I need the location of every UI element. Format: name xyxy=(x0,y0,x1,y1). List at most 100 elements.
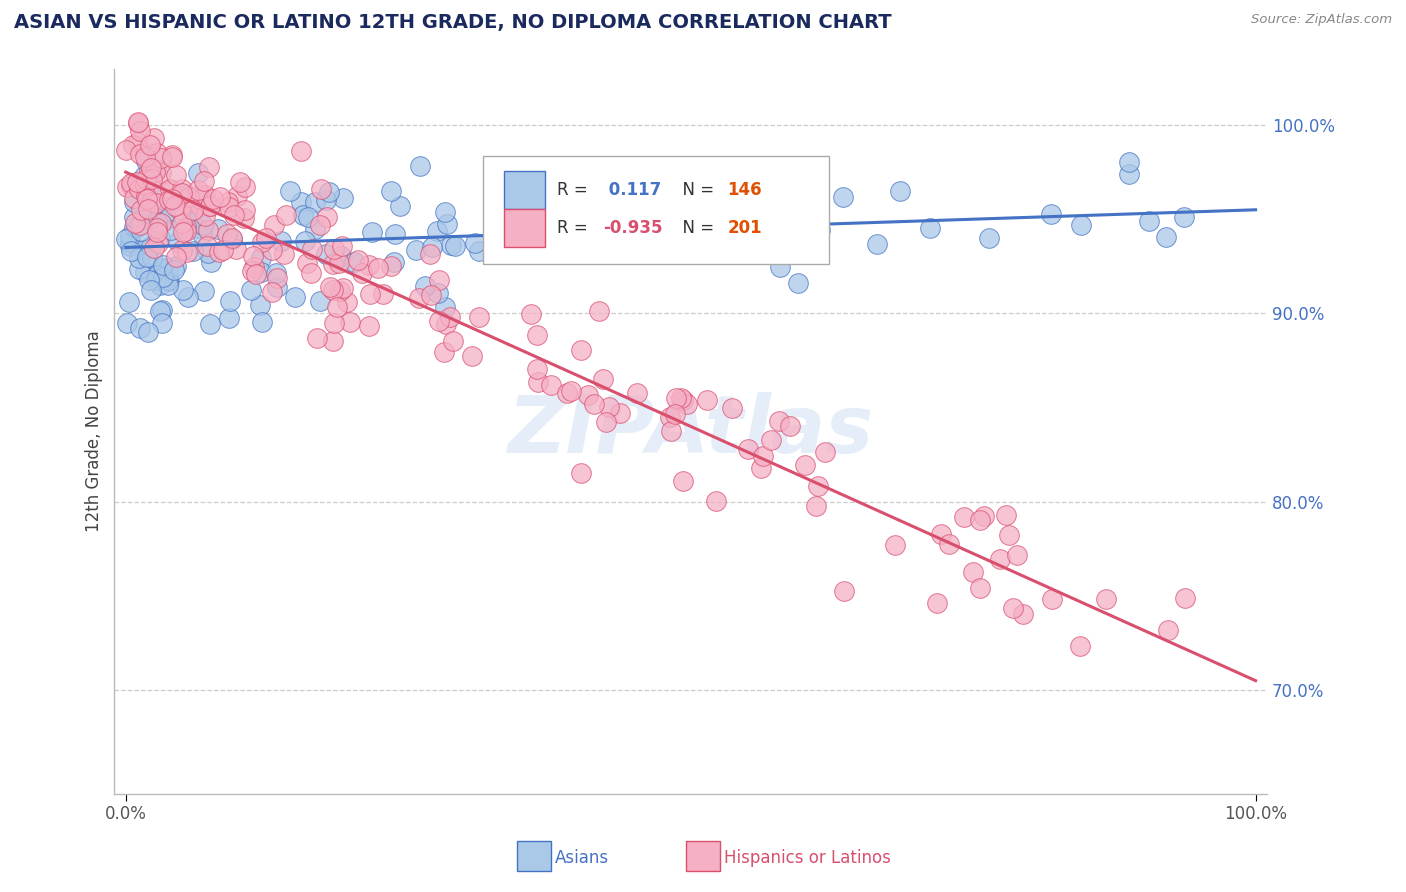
Point xyxy=(380,184,402,198)
Point xyxy=(436,317,458,331)
Point xyxy=(617,238,640,252)
Point xyxy=(768,414,790,428)
Point xyxy=(770,201,793,215)
Point xyxy=(758,207,780,221)
Point xyxy=(832,190,855,204)
Point xyxy=(329,285,352,299)
Point xyxy=(202,192,225,206)
Point xyxy=(194,188,217,202)
Point xyxy=(153,212,176,227)
Point xyxy=(194,209,217,223)
Point xyxy=(156,278,179,293)
Point xyxy=(176,244,198,259)
Point xyxy=(139,161,162,175)
Point xyxy=(569,466,592,480)
Point xyxy=(669,392,692,406)
Point xyxy=(759,433,782,447)
Point xyxy=(132,243,155,257)
Point xyxy=(675,205,697,219)
Point xyxy=(180,215,202,229)
Point xyxy=(929,527,952,541)
FancyBboxPatch shape xyxy=(503,171,546,210)
Point xyxy=(170,186,193,200)
Point xyxy=(270,234,292,248)
Text: -0.935: -0.935 xyxy=(603,219,662,237)
Text: Source: ZipAtlas.com: Source: ZipAtlas.com xyxy=(1251,13,1392,27)
Point xyxy=(938,537,960,551)
Point xyxy=(139,137,162,152)
Point xyxy=(150,302,173,317)
Point xyxy=(150,216,173,230)
Point xyxy=(266,271,288,285)
Point xyxy=(141,199,163,213)
Point xyxy=(779,418,801,433)
Point xyxy=(440,237,463,252)
Point xyxy=(997,528,1019,542)
Point xyxy=(322,334,344,348)
Point xyxy=(468,310,491,324)
Point xyxy=(145,273,167,287)
Point xyxy=(188,192,211,206)
Point xyxy=(149,230,172,244)
Point xyxy=(157,274,180,288)
Point xyxy=(217,227,239,241)
Point xyxy=(149,303,172,318)
Point xyxy=(197,223,219,237)
Text: 146: 146 xyxy=(727,181,762,199)
Point xyxy=(141,239,163,253)
Point xyxy=(160,183,183,197)
Point xyxy=(128,181,150,195)
Point xyxy=(315,194,337,208)
Point xyxy=(290,144,312,158)
Point xyxy=(200,199,222,213)
Point xyxy=(149,192,172,206)
Point xyxy=(413,279,436,293)
Point xyxy=(139,283,162,297)
Point xyxy=(1005,548,1028,562)
Point xyxy=(367,261,389,276)
Point xyxy=(427,314,450,328)
Point xyxy=(920,220,942,235)
Point xyxy=(139,195,162,210)
Point xyxy=(665,391,688,405)
Point xyxy=(153,207,176,221)
Point xyxy=(138,273,160,287)
Point xyxy=(443,238,465,252)
Point xyxy=(157,193,180,207)
Point xyxy=(128,261,150,276)
Point xyxy=(330,249,353,263)
Point xyxy=(330,239,353,253)
FancyBboxPatch shape xyxy=(503,210,546,247)
Point xyxy=(146,215,169,229)
Point xyxy=(301,243,323,257)
Y-axis label: 12th Grade, No Diploma: 12th Grade, No Diploma xyxy=(86,330,103,532)
Point xyxy=(576,388,599,402)
Point xyxy=(582,396,605,410)
Point xyxy=(308,219,330,233)
Point xyxy=(703,187,725,202)
Point xyxy=(927,596,949,610)
Point xyxy=(332,281,354,295)
Point xyxy=(138,163,160,178)
Point xyxy=(208,189,231,203)
Point xyxy=(118,228,141,243)
Text: 0.117: 0.117 xyxy=(603,181,661,199)
Point xyxy=(200,255,222,269)
Point xyxy=(152,258,174,272)
Point xyxy=(1118,155,1140,169)
Point xyxy=(198,199,221,213)
Point xyxy=(135,154,157,169)
Point xyxy=(242,249,264,263)
Point xyxy=(142,200,165,214)
Point xyxy=(373,286,395,301)
Point xyxy=(143,130,166,145)
Point xyxy=(588,304,610,318)
Point xyxy=(146,225,169,239)
Point xyxy=(243,260,266,274)
Point xyxy=(170,243,193,257)
Point xyxy=(304,195,326,210)
Point xyxy=(191,227,214,241)
Point xyxy=(672,474,695,488)
Point xyxy=(115,316,138,330)
Point xyxy=(218,200,240,214)
